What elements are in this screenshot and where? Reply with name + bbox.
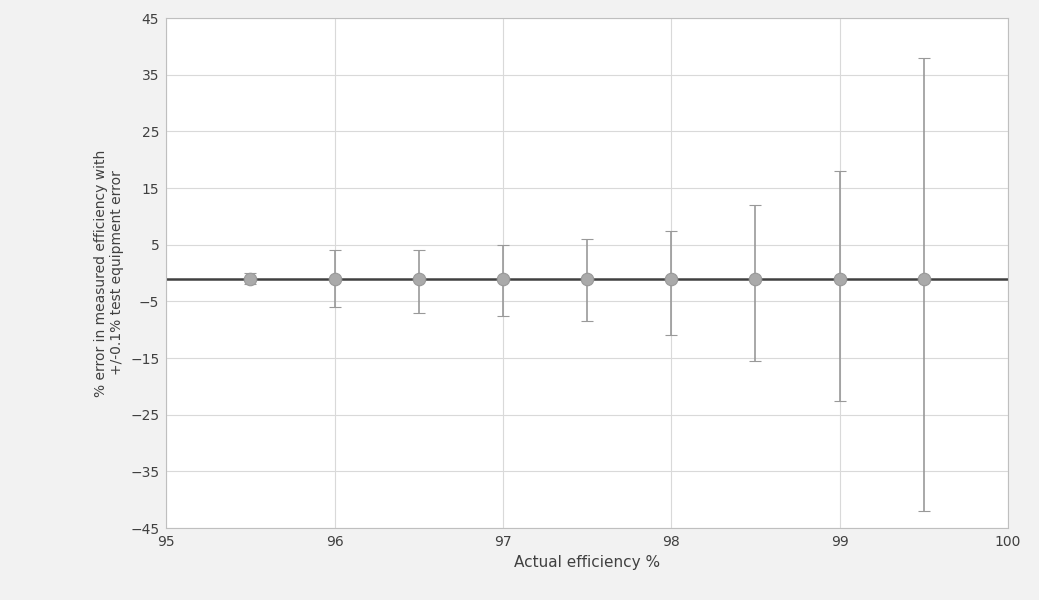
X-axis label: Actual efficiency %: Actual efficiency % bbox=[514, 554, 660, 569]
Y-axis label: % error in measured efficiency with
+/-0.1% test equipment error: % error in measured efficiency with +/-0… bbox=[95, 149, 125, 397]
